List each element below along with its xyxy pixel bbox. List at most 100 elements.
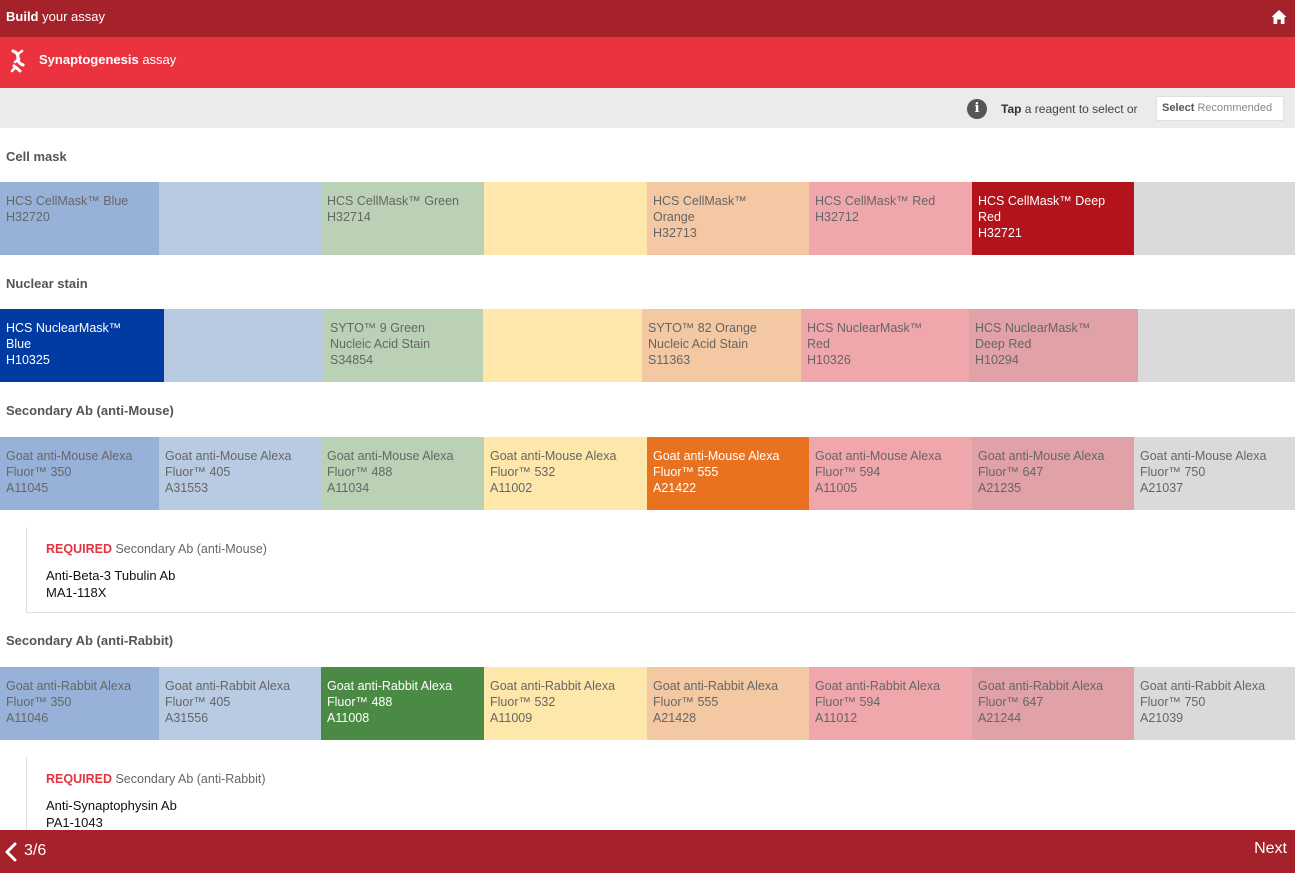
info-icon[interactable]: i [967, 99, 987, 119]
reagent-catalog: A11002 [490, 481, 533, 495]
reagent-name: Fluor™ 350 [6, 695, 72, 709]
reagent-row-secondary-rabbit: Goat anti-Rabbit Alexa Fluor™ 350 A11046 Go… [0, 667, 1295, 740]
reagent-tile[interactable]: Goat anti-Mouse Alexa Fluor™ 350 A11045 [0, 437, 159, 510]
primary-antibody-catalog: PA1-1043 [46, 815, 103, 830]
reagent-name: Goat anti-Rabbit Alexa [1140, 679, 1266, 693]
reagent-name: Goat anti-Mouse Alexa [490, 449, 617, 463]
reagent-tile[interactable]: Goat anti-Rabbit Alexa Fluor™ 488 A11008 [321, 667, 484, 740]
instruction-text: Tap a reagent to select or [1001, 102, 1138, 116]
reagent-name: Goat anti-Mouse Alexa [165, 449, 292, 463]
reagent-tile[interactable]: Goat anti-Rabbit Alexa Fluor™ 750 A21039 [1134, 667, 1295, 740]
reagent-tile[interactable]: Goat anti-Mouse Alexa Fluor™ 532 A11002 [484, 437, 647, 510]
reagent-row-secondary-mouse: Goat anti-Mouse Alexa Fluor™ 350 A11045 Goa… [0, 437, 1295, 510]
reagent-tile[interactable]: SYTO™ 82 Orange Nucleic Acid Stain S11363 [642, 309, 801, 382]
reagent-catalog: H10326 [807, 353, 851, 367]
reagent-name: Fluor™ 555 [653, 695, 719, 709]
reagent-tile[interactable]: HCS NuclearMask™ Deep Red H10294 [969, 309, 1138, 382]
reagent-tile[interactable]: HCS CellMask™ Red H32712 [809, 182, 972, 255]
reagent-tile[interactable]: HCS NuclearMask™ Blue H10325 [0, 309, 164, 382]
reagent-tile[interactable]: Goat anti-Rabbit Alexa Fluor™ 555 A21428 [647, 667, 809, 740]
reagent-row-cell-mask: HCS CellMask™ Blue H32720 HCS CellMask™ Gr… [0, 182, 1295, 255]
page-indicator: 3/6 [24, 842, 47, 859]
reagent-tile[interactable]: Goat anti-Mouse Alexa Fluor™ 488 A11034 [321, 437, 484, 510]
reagent-catalog: H32721 [978, 226, 1022, 240]
reagent-catalog: H32713 [653, 226, 697, 240]
reagent-name: Goat anti-Rabbit Alexa [653, 679, 779, 693]
reagent-name: HCS NuclearMask™ [975, 321, 1091, 335]
section-title-cell-mask: Cell mask [6, 149, 67, 164]
home-icon[interactable] [1271, 9, 1287, 25]
reagent-name: Fluor™ 488 [327, 465, 393, 479]
dna-icon [10, 49, 25, 73]
reagent-name: Fluor™ 555 [653, 465, 719, 479]
reagent-catalog: H32720 [6, 210, 50, 224]
reagent-catalog: H10294 [975, 353, 1019, 367]
reagent-name: SYTO™ 82 Orange [648, 321, 757, 335]
reagent-name: Goat anti-Mouse Alexa [327, 449, 454, 463]
reagent-name: Fluor™ 405 [165, 465, 231, 479]
section-title-nuclear-stain: Nuclear stain [6, 276, 88, 291]
reagent-tile[interactable]: Goat anti-Rabbit Alexa Fluor™ 405 A31556 [159, 667, 321, 740]
reagent-tile[interactable]: Goat anti-Mouse Alexa Fluor™ 555 A21422 [647, 437, 809, 510]
reagent-catalog: H32712 [815, 210, 859, 224]
reagent-catalog: A21244 [978, 711, 1022, 725]
assay-bar: Synaptogenesis assay [0, 37, 1295, 88]
reagent-name: Goat anti-Rabbit Alexa [327, 679, 453, 693]
reagent-name: Goat anti-Mouse Alexa [6, 449, 133, 463]
reagent-name: Goat anti-Rabbit Alexa [6, 679, 132, 693]
select-recommended-button[interactable]: Select Recommended [1156, 96, 1284, 121]
reagent-name: HCS CellMask™ [653, 194, 747, 208]
reagent-tile[interactable]: Goat anti-Mouse Alexa Fluor™ 405 A31553 [159, 437, 321, 510]
reagent-name: Fluor™ 594 [815, 465, 881, 479]
reagent-name: Goat anti-Rabbit Alexa [815, 679, 941, 693]
reagent-tile[interactable]: Goat anti-Rabbit Alexa Fluor™ 594 A11012 [809, 667, 972, 740]
reagent-catalog: A31553 [165, 481, 209, 495]
reagent-tile[interactable]: Goat anti-Rabbit Alexa Fluor™ 350 A11046 [0, 667, 159, 740]
reagent-tile[interactable]: HCS CellMask™ Orange H32713 [647, 182, 809, 255]
reagent-name: Goat anti-Mouse Alexa [653, 449, 780, 463]
reagent-tile[interactable]: Goat anti-Mouse Alexa Fluor™ 647 A21235 [972, 437, 1134, 510]
assay-title: Synaptogenesis assay [39, 52, 177, 67]
reagent-name: Red [978, 210, 1001, 224]
reagent-name: Nucleic Acid Stain [330, 337, 431, 351]
reagent-catalog: H32714 [327, 210, 371, 224]
required-label: REQUIRED Secondary Ab (anti-Mouse) [46, 542, 267, 556]
reagent-name: HCS CellMask™ Red [815, 194, 936, 208]
reagent-catalog: A21037 [1140, 481, 1184, 495]
reagent-tile[interactable]: Goat anti-Mouse Alexa Fluor™ 594 A11005 [809, 437, 972, 510]
reagent-tile[interactable]: Goat anti-Rabbit Alexa Fluor™ 647 A21244 [972, 667, 1134, 740]
reagent-name: HCS NuclearMask™ [6, 321, 122, 335]
reagent-tile[interactable] [1138, 309, 1295, 382]
reagent-tile[interactable]: HCS NuclearMask™ Red H10326 [801, 309, 969, 382]
reagent-tile[interactable]: Goat anti-Mouse Alexa Fluor™ 750 A21037 [1134, 437, 1295, 510]
reagent-row-nuclear-stain: HCS NuclearMask™ Blue H10325 SYTO™ 9 Green N… [0, 309, 1295, 382]
reagent-tile[interactable]: HCS CellMask™ Green H32714 [321, 182, 484, 255]
reagent-catalog: A21235 [978, 481, 1022, 495]
reagent-catalog: S11363 [648, 353, 691, 367]
reagent-name: Goat anti-Mouse Alexa [978, 449, 1105, 463]
reagent-name: Fluor™ 532 [490, 695, 556, 709]
instruction-bar [0, 88, 1295, 128]
reagent-tile[interactable]: HCS CellMask™ Deep Red H32721 [972, 182, 1134, 255]
reagent-name: Red [807, 337, 830, 351]
reagent-name: Deep Red [975, 337, 1032, 351]
reagent-tile[interactable]: SYTO™ 9 Green Nucleic Acid Stain S34854 [324, 309, 483, 382]
reagent-tile[interactable] [159, 182, 321, 255]
section-title-secondary-rabbit: Secondary Ab (anti-Rabbit) [6, 633, 174, 648]
reagent-name: Fluor™ 647 [978, 695, 1044, 709]
reagent-name: Goat anti-Rabbit Alexa [165, 679, 291, 693]
reagent-tile[interactable] [1134, 182, 1295, 255]
reagent-catalog: A11034 [327, 481, 370, 495]
reagent-catalog: A11008 [327, 711, 370, 725]
reagent-name: Goat anti-Rabbit Alexa [490, 679, 616, 693]
reagent-catalog: A21428 [653, 711, 697, 725]
next-button[interactable]: Next [1254, 840, 1287, 857]
reagent-tile[interactable] [484, 182, 647, 255]
reagent-catalog: A11012 [815, 711, 858, 725]
reagent-name: Nucleic Acid Stain [648, 337, 749, 351]
reagent-name: HCS NuclearMask™ [807, 321, 923, 335]
reagent-tile[interactable]: HCS CellMask™ Blue H32720 [0, 182, 159, 255]
reagent-tile[interactable] [164, 309, 324, 382]
reagent-tile[interactable]: Goat anti-Rabbit Alexa Fluor™ 532 A11009 [484, 667, 647, 740]
reagent-tile[interactable] [483, 309, 642, 382]
